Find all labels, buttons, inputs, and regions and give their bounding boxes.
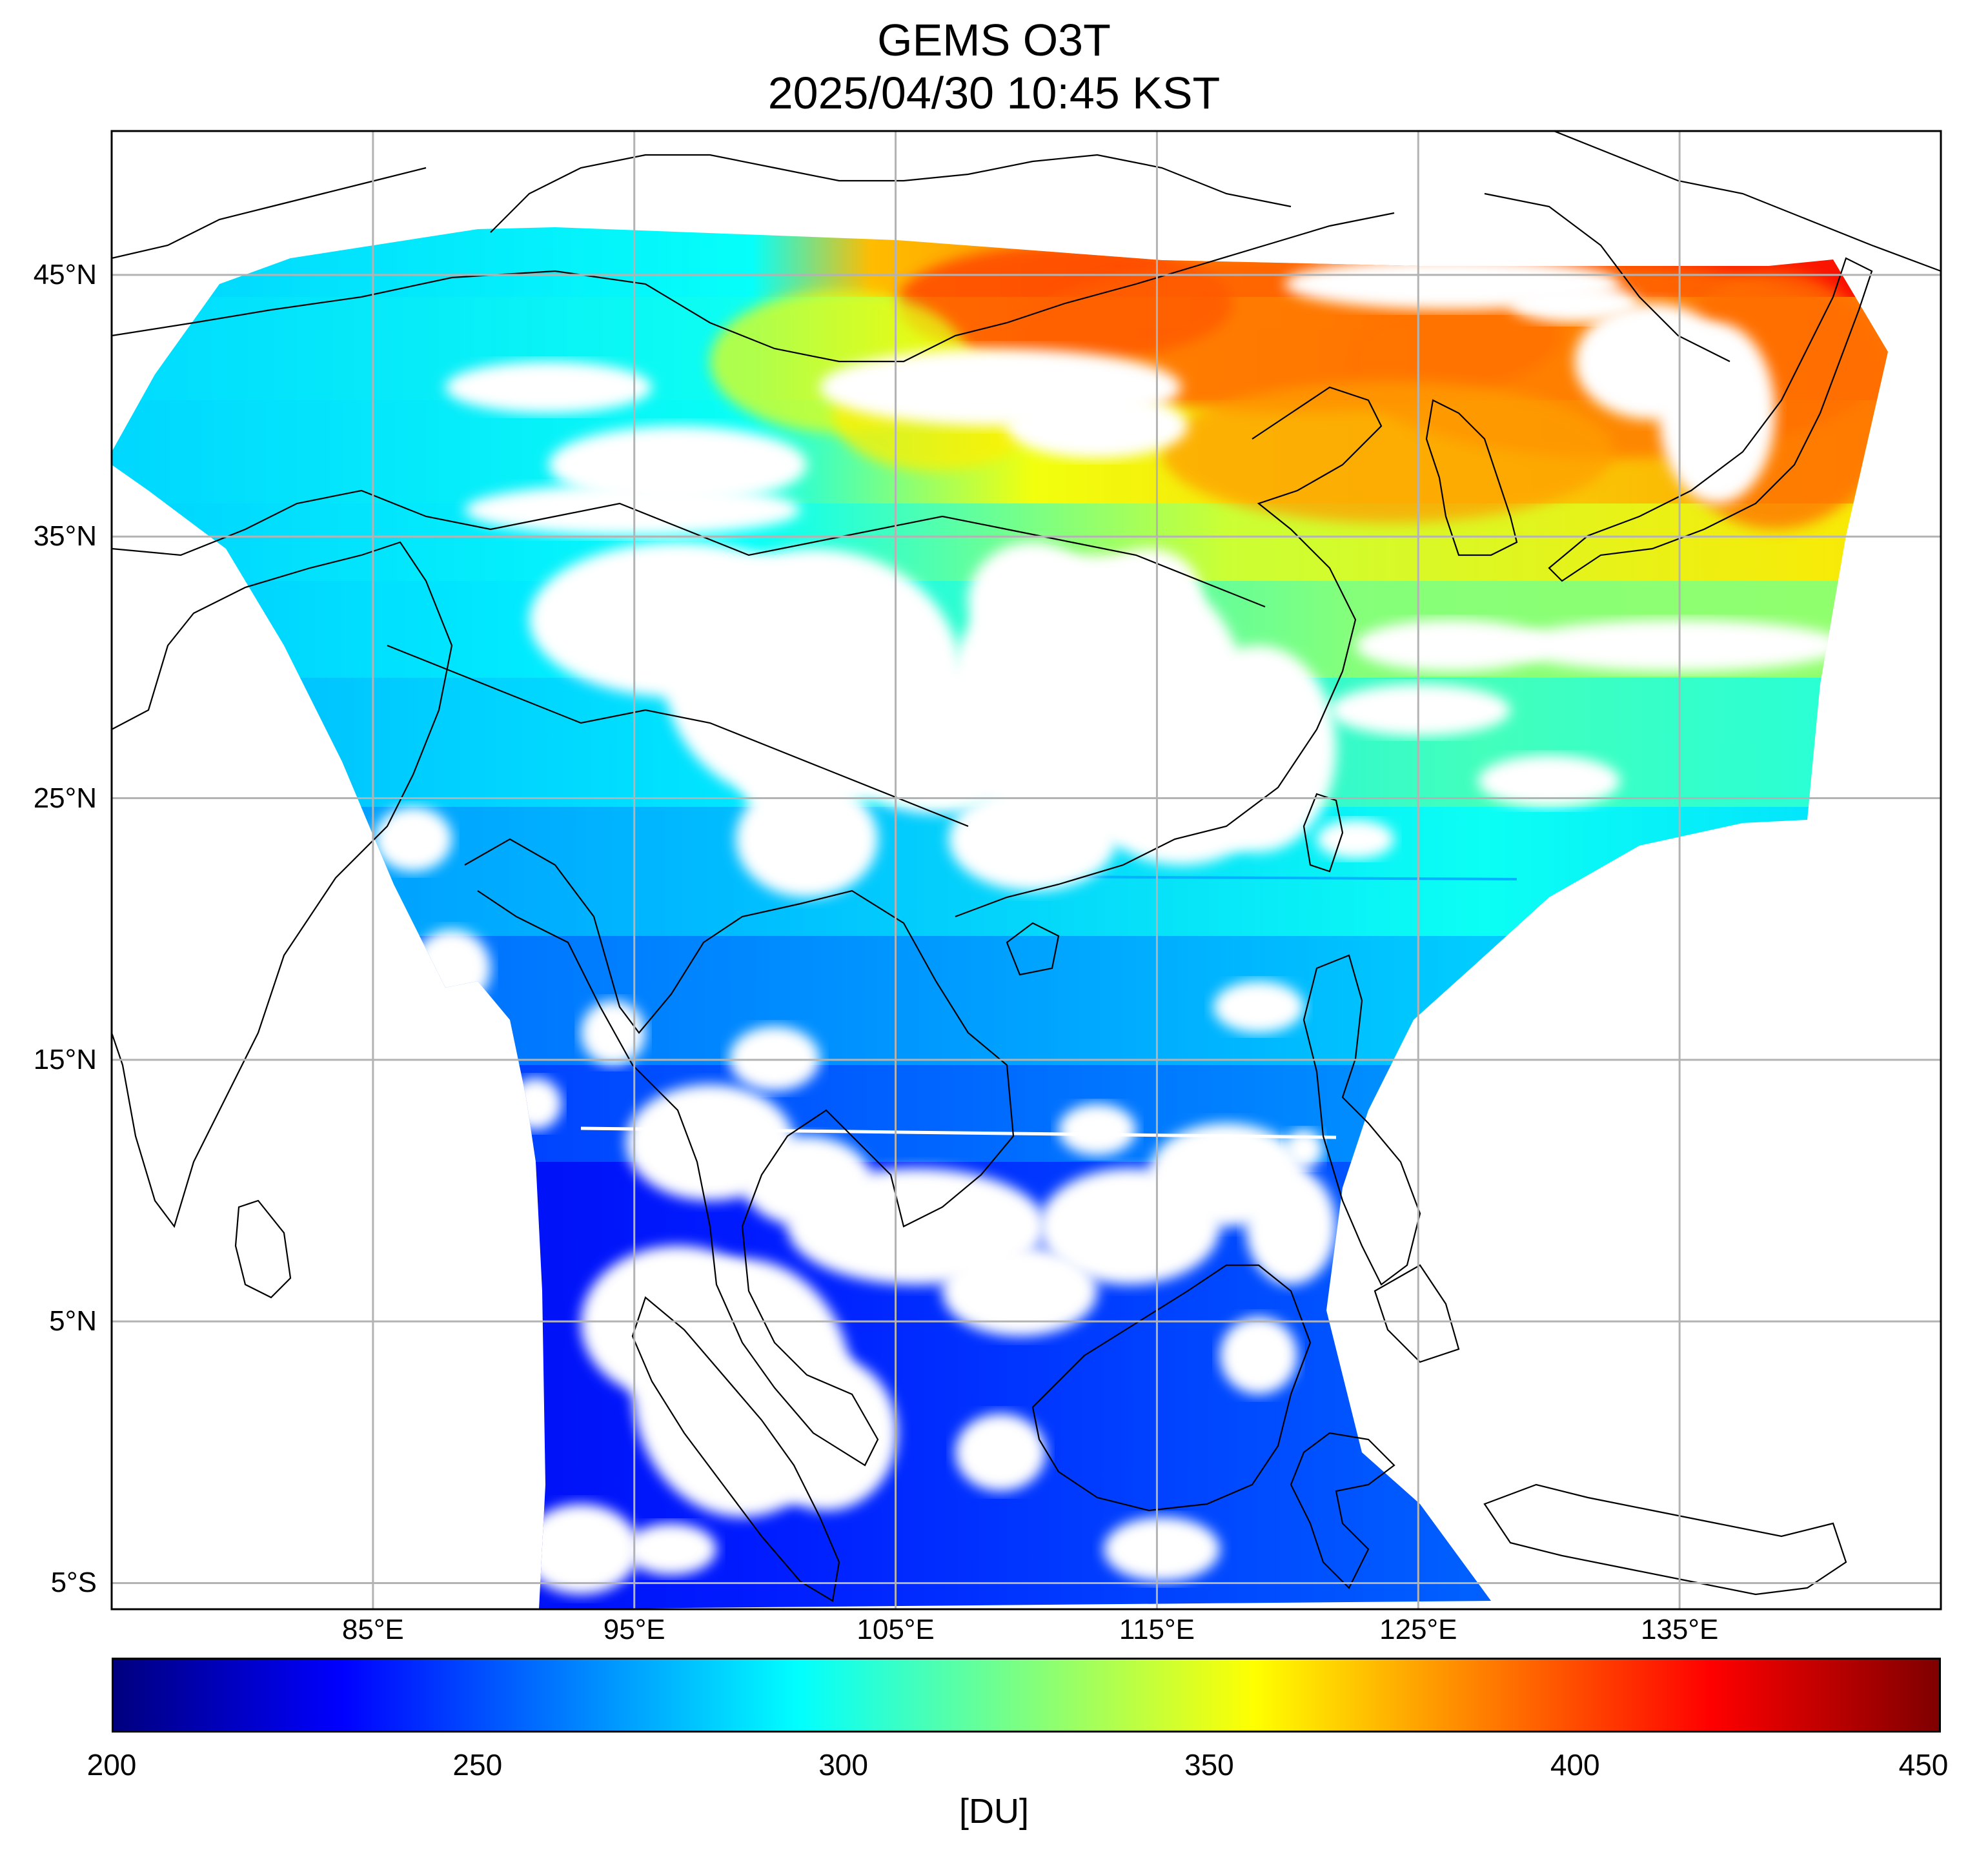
lat-tick-label: 5°S xyxy=(50,1567,97,1599)
colorbar-tick-label: 300 xyxy=(818,1748,868,1782)
cloud-patch xyxy=(523,1504,639,1594)
lat-tick-label: 35°N xyxy=(33,520,97,553)
cloud-patch xyxy=(581,1246,775,1401)
cloud-patch xyxy=(729,1026,820,1091)
cloud-patch xyxy=(1478,755,1620,807)
coastline-border-line xyxy=(234,1199,292,1299)
cloud-patch xyxy=(955,1414,1046,1491)
coastline-border-line xyxy=(955,386,1383,918)
colorbar-tick-label: 450 xyxy=(1898,1748,1949,1782)
cloud-patch xyxy=(1659,323,1775,503)
cloud-patch xyxy=(445,361,652,413)
cloud-patch xyxy=(549,426,807,503)
lat-tick-label: 15°N xyxy=(33,1043,97,1075)
coastline-border-line xyxy=(464,838,1015,1467)
coastline-border-line xyxy=(112,212,1395,363)
coastline-border-line xyxy=(1484,192,1730,362)
cloud-patch xyxy=(374,807,452,871)
cloud-patch xyxy=(949,788,1117,891)
cloud-patch xyxy=(1355,620,1549,671)
ozone-high-region xyxy=(1162,381,1614,523)
coastline-border-line xyxy=(1303,793,1344,873)
colorbar-tick-label: 400 xyxy=(1550,1748,1600,1782)
cloud-patch xyxy=(626,1523,716,1575)
cloud-patch xyxy=(1181,645,1336,852)
lon-tick-label: 95°E xyxy=(603,1614,665,1645)
coastlines-borders xyxy=(112,131,1941,1602)
cloud-patch xyxy=(1097,549,1201,639)
lat-tick-label: 25°N xyxy=(33,782,97,814)
coastline-border-line xyxy=(1552,131,1941,272)
lat-tick-label: 5°N xyxy=(49,1305,97,1337)
map-frame xyxy=(110,130,1942,1611)
coastline-border-line xyxy=(1548,257,1873,582)
map-area xyxy=(112,131,1941,1609)
cloud-patch xyxy=(581,1001,645,1065)
lon-tick-label: 115°E xyxy=(1119,1614,1195,1645)
coastline-border-line xyxy=(1483,1483,1847,1596)
coastline-border-line xyxy=(112,489,1266,608)
cloud-patch xyxy=(1330,684,1510,736)
cloud-patch xyxy=(968,542,1097,658)
cloud-patch xyxy=(1220,1317,1297,1394)
coastline-border-line xyxy=(631,1296,840,1602)
map-subtitle-datetime: 2025/04/30 10:45 KST xyxy=(767,68,1221,118)
lon-tick-label: 135°E xyxy=(1640,1614,1719,1645)
colorbar-tick-label: 250 xyxy=(452,1748,503,1782)
coastline-border-line xyxy=(1031,1264,1312,1512)
coastline-border-line xyxy=(112,541,453,1228)
cloud-patch xyxy=(1213,981,1304,1033)
lon-tick-label: 85°E xyxy=(341,1614,404,1645)
lon-tick-label: 125°E xyxy=(1379,1614,1457,1645)
cloud-patch xyxy=(1510,284,1639,323)
cloud-patch xyxy=(1246,1168,1336,1285)
cloud-patch xyxy=(1510,620,1846,671)
coastline-border-line xyxy=(112,167,427,259)
coastline-border-line xyxy=(1303,954,1421,1286)
cloud-patch xyxy=(1059,1104,1136,1155)
colorbar xyxy=(112,1658,1941,1733)
cloud-patch xyxy=(742,742,846,820)
cloud-patch xyxy=(1007,394,1188,458)
cloud-patch xyxy=(465,484,800,536)
coastline-border-line xyxy=(1374,1264,1460,1363)
cloud-patch xyxy=(1317,820,1394,859)
scan-line-artifact xyxy=(1032,875,1517,880)
colorbar-tick-label: 200 xyxy=(86,1748,137,1782)
coastline-border-line xyxy=(387,644,969,828)
cloud-patch xyxy=(1104,1517,1220,1581)
cloud-patch xyxy=(1284,1130,1323,1168)
cloud-patch xyxy=(742,1136,871,1226)
coastline-border-line xyxy=(1290,1432,1395,1589)
colorbar-tick-label: 350 xyxy=(1184,1748,1234,1782)
colorbar-unit-label: [DU] xyxy=(959,1792,1029,1831)
lon-tick-label: 105°E xyxy=(857,1614,935,1645)
lat-tick-label: 45°N xyxy=(33,258,97,290)
map-title: GEMS O3T xyxy=(877,15,1111,65)
coastline-border-line xyxy=(490,154,1292,233)
gridlines xyxy=(112,131,1941,1609)
coastline-border-line xyxy=(1425,399,1518,556)
cloud-patch xyxy=(942,1246,1097,1336)
coastline-border-line xyxy=(1006,922,1060,976)
